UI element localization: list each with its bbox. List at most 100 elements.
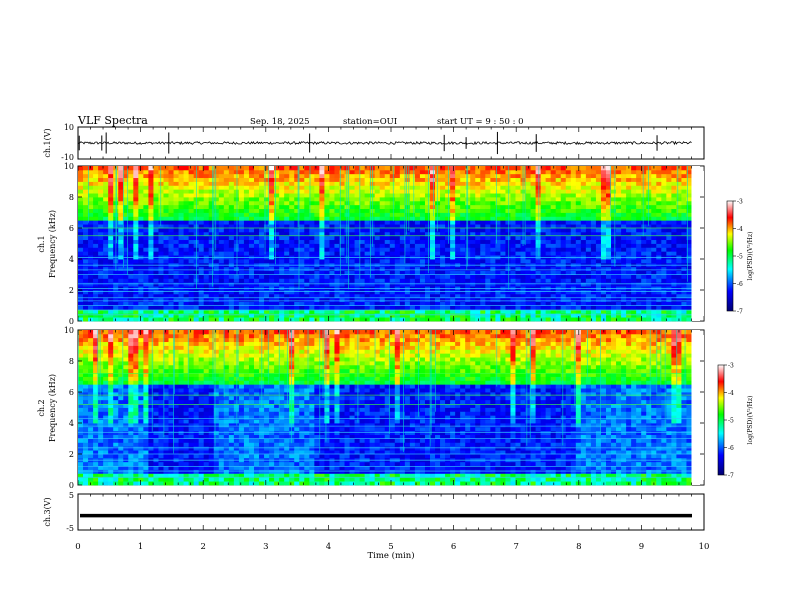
- spectrogram-cell: [334, 169, 340, 175]
- spectrogram-cell: [450, 317, 456, 322]
- spectrogram-cell: [259, 228, 265, 233]
- spectrogram-cell: [163, 247, 169, 252]
- spectrogram-cell: [274, 278, 280, 283]
- spectrogram-cell: [364, 212, 371, 217]
- spectrogram-cell: [309, 212, 315, 217]
- spectrogram-cell: [500, 231, 506, 237]
- spectrogram-cell: [208, 282, 215, 287]
- spectrogram-cell: [606, 243, 612, 248]
- spectrogram-cell: [168, 282, 174, 287]
- spectrogram-cell: [470, 220, 476, 225]
- spectrogram-cell: [334, 204, 340, 210]
- spectrogram-cell: [118, 231, 124, 237]
- spectrogram-cell: [394, 181, 401, 186]
- spectrogram-cell: [666, 169, 672, 175]
- spectrogram-cell: [505, 317, 511, 322]
- spectrogram-cell: [339, 239, 345, 244]
- spectrogram-cell: [555, 204, 562, 210]
- spectrogram-cell: [78, 200, 84, 206]
- spectrogram-cell: [198, 239, 205, 244]
- spectrogram-cell: [173, 177, 179, 182]
- spectrogram-cell: [600, 259, 607, 264]
- spectrogram-cell: [445, 309, 451, 314]
- spectrogram-cell: [520, 293, 526, 299]
- spectrogram-cell: [133, 266, 139, 272]
- spectrogram-cell: [611, 197, 617, 202]
- spectrogram-cell: [394, 297, 401, 303]
- spectrogram-cell: [575, 216, 582, 221]
- spectrogram-cell: [138, 208, 144, 213]
- spectrogram-cell: [430, 231, 436, 237]
- spectrogram-cell: [284, 197, 290, 202]
- spectrogram-cell: [565, 220, 572, 225]
- spectrogram-cell: [606, 200, 612, 206]
- spectrogram-cell: [440, 204, 446, 210]
- spectrogram-cell: [289, 297, 295, 303]
- spectrogram-cell: [525, 297, 531, 303]
- spectrogram-cell: [565, 270, 572, 275]
- spectrogram-cell: [309, 270, 315, 275]
- spectrogram-cell: [354, 309, 360, 314]
- spectrogram-cell: [304, 212, 310, 217]
- spectrogram-cell: [465, 270, 471, 275]
- spectrogram-cell: [409, 266, 416, 272]
- spectrogram-cell: [384, 239, 391, 244]
- spectrogram-cell: [178, 193, 184, 198]
- spectrogram-cell: [419, 177, 426, 182]
- spectrogram-cell: [148, 181, 154, 186]
- spectrogram-cell: [455, 216, 461, 221]
- spectrogram-cell: [329, 169, 335, 175]
- spectrogram-cell: [299, 270, 305, 275]
- spectrogram-cell: [133, 235, 139, 241]
- spectrogram-cell: [580, 313, 587, 318]
- spectrogram-cell: [611, 239, 617, 244]
- spectrogram-cell: [485, 270, 491, 275]
- spectrogram-cell: [289, 177, 295, 182]
- spectrogram-cell: [364, 197, 371, 202]
- spectrogram-cell: [163, 305, 169, 310]
- spectrogram-cell: [148, 189, 154, 194]
- spectrogram-cell: [379, 166, 386, 171]
- spectrogram-cell: [284, 301, 290, 306]
- spectrogram-cell: [168, 274, 174, 279]
- spectrogram-cell: [440, 200, 446, 206]
- spectrogram-cell: [83, 169, 89, 175]
- spectrogram-cell: [495, 185, 501, 190]
- spectrogram-cell: [505, 166, 511, 171]
- spectrogram-cell: [404, 251, 411, 256]
- spectrogram-cell: [223, 173, 230, 179]
- spectrogram-cell: [389, 309, 396, 314]
- spectrogram-cell: [259, 270, 265, 275]
- spectrogram-cell: [123, 305, 129, 310]
- spectrogram-cell: [349, 204, 355, 210]
- spectrogram-cell: [560, 208, 567, 213]
- spectrogram-cell: [78, 251, 84, 256]
- spectrogram-cell: [334, 293, 340, 299]
- spectrogram-cell: [480, 274, 486, 279]
- spectrogram-cell: [163, 189, 169, 194]
- spectrogram-cell: [334, 301, 340, 306]
- spectrogram-cell: [600, 313, 607, 318]
- spectrogram-cell: [409, 216, 416, 221]
- spectrogram-cell: [651, 235, 657, 241]
- spectrogram-cell: [595, 189, 602, 194]
- spectrogram-cell: [656, 166, 662, 171]
- spectrogram-cell: [490, 247, 496, 252]
- spectrogram-cell: [530, 177, 536, 182]
- spectrogram-cell: [173, 216, 179, 221]
- spectrogram-cell: [324, 278, 330, 283]
- spectrogram-cell: [611, 204, 617, 210]
- spectrogram-cell: [299, 309, 305, 314]
- spectrogram-cell: [148, 278, 154, 283]
- spectrogram-cell: [661, 259, 667, 264]
- spectrogram-cell: [419, 274, 426, 279]
- spectrogram-cell: [223, 293, 230, 299]
- spectrogram-cell: [570, 317, 577, 322]
- spectrogram-cell: [319, 235, 325, 241]
- spectrogram-cell: [123, 282, 129, 287]
- spectrogram-cell: [354, 177, 360, 182]
- spectrogram-cell: [636, 212, 642, 217]
- spectrogram-cell: [148, 220, 154, 225]
- spectrogram-cell: [374, 189, 381, 194]
- spectrogram-cell: [123, 231, 129, 237]
